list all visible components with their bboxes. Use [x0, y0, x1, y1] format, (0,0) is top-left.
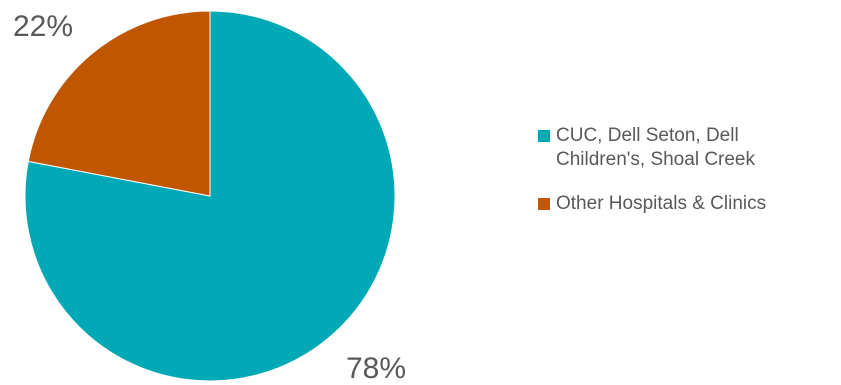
slice-label-1: 22% [13, 10, 73, 43]
legend-item-cuc-dell-seton: CUC, Dell Seton, Dell Children's, Shoal … [538, 124, 838, 172]
legend: CUC, Dell Seton, Dell Children's, Shoal … [538, 124, 838, 236]
legend-swatch-orange [538, 198, 550, 210]
slice-label-0: 78% [346, 352, 406, 385]
pie-slice-1 [27, 10, 211, 197]
legend-label: Other Hospitals & Clinics [556, 193, 767, 214]
legend-label: CUC, Dell Seton, Dell Children's, Shoal … [556, 125, 755, 170]
legend-swatch-teal [538, 130, 550, 142]
legend-item-other-hospitals: Other Hospitals & Clinics [538, 192, 838, 216]
pie-slice-0 [24, 10, 396, 382]
